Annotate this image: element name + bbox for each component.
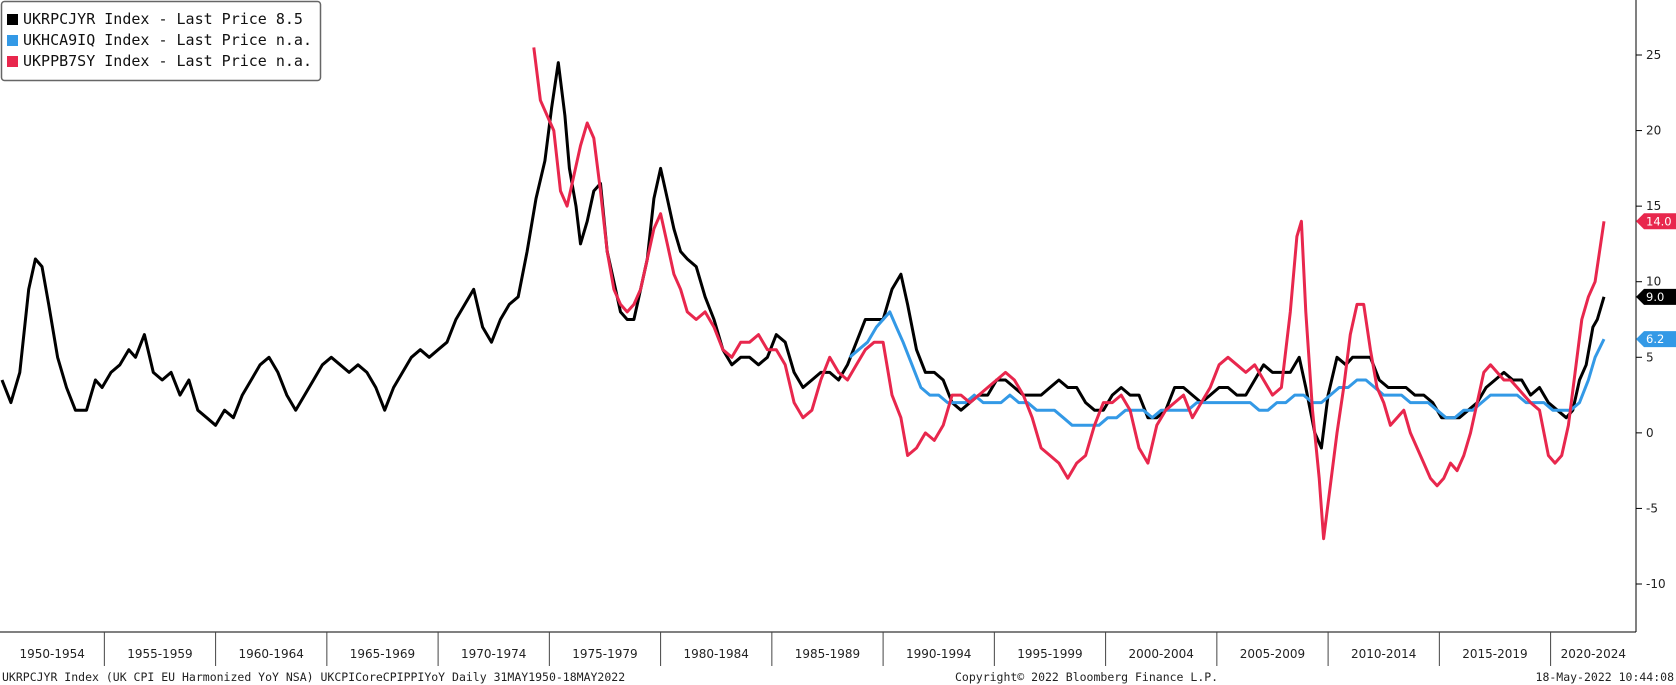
legend-entry[interactable]: UKPPB7SY Index - Last Price n.a. (23, 52, 312, 70)
x-category-label: 1975-1979 (572, 647, 637, 661)
footer-source: UKRPCJYR Index (UK CPI EU Harmonized YoY… (2, 670, 626, 684)
x-category-label: 1990-1994 (906, 647, 971, 661)
y-tick-label: -10 (1646, 577, 1666, 591)
x-axis: 1950-1954 1955-1959 1960-1964 1965-1969 1970… (0, 631, 1636, 666)
footer-timestamp: 18-May-2022 10:44:08 (1535, 670, 1674, 684)
x-category-label: 2010-2014 (1351, 647, 1416, 661)
legend-swatch (7, 35, 18, 46)
legend-swatch (7, 56, 18, 67)
x-category-label: 2005-2009 (1240, 647, 1305, 661)
x-category-label: 1995-1999 (1017, 647, 1082, 661)
x-category-label: 2000-2004 (1129, 647, 1194, 661)
x-category-label: 1950-1954 (19, 647, 84, 661)
last-value-badge: 6.2 (1636, 331, 1676, 348)
y-tick-label: 10 (1646, 275, 1661, 289)
x-category-label: 2015-2019 (1462, 647, 1527, 661)
series-line-1 (0, 61, 1606, 450)
last-value-label: 6.2 (1646, 332, 1664, 346)
last-value-label: 9.0 (1646, 290, 1664, 304)
y-axis: -10 -5 0 5 10 15 20 25 (1635, 0, 1666, 632)
x-category-label: 1955-1959 (127, 647, 192, 661)
legend-entry[interactable]: UKHCA9IQ Index - Last Price n.a. (23, 31, 312, 49)
y-tick-label: 20 (1646, 124, 1661, 138)
last-value-badge: 14.0 (1636, 213, 1676, 230)
series-line-3 (532, 47, 1606, 541)
footer-copyright: Copyright© 2022 Bloomberg Finance L.P. (955, 670, 1219, 684)
last-value-badge: 9.0 (1636, 288, 1676, 305)
legend-swatch (7, 14, 18, 25)
y-tick-label: 0 (1646, 426, 1654, 440)
x-category-label: 1970-1974 (461, 647, 526, 661)
last-value-badges: 9.0 6.2 14.0 (1636, 213, 1676, 348)
legend[interactable]: UKRPCJYR Index - Last Price 8.5 UKHCA9IQ … (0, 0, 322, 82)
x-category-label: 1965-1969 (350, 647, 415, 661)
plot-area (0, 47, 1606, 541)
legend-box (0, 0, 322, 82)
x-category-label: 2020-2024 (1561, 647, 1626, 661)
y-tick-label: 15 (1646, 199, 1661, 213)
x-category-label: 1980-1984 (684, 647, 749, 661)
y-tick-label: 25 (1646, 48, 1661, 62)
y-tick-label: -5 (1646, 501, 1658, 515)
legend-entry[interactable]: UKRPCJYR Index - Last Price 8.5 (23, 10, 303, 28)
last-value-label: 14.0 (1646, 214, 1672, 228)
x-category-label: 1960-1964 (239, 647, 304, 661)
y-tick-label: 5 (1646, 350, 1654, 364)
x-category-label: 1985-1989 (795, 647, 860, 661)
